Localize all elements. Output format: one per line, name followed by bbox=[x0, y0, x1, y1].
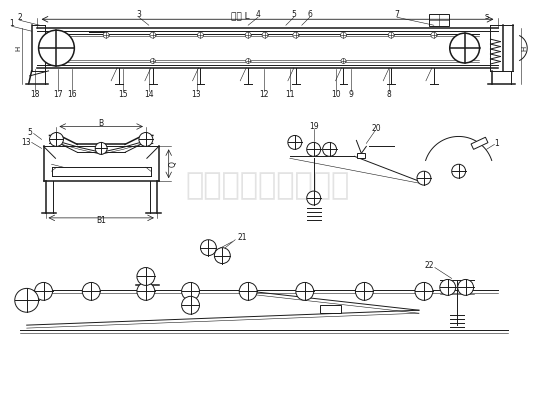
Text: 6: 6 bbox=[307, 10, 312, 19]
Text: 12: 12 bbox=[259, 90, 269, 99]
Circle shape bbox=[15, 288, 39, 312]
Circle shape bbox=[415, 282, 433, 300]
Circle shape bbox=[355, 282, 373, 300]
Text: 1: 1 bbox=[10, 19, 14, 28]
Text: 1: 1 bbox=[494, 139, 499, 148]
Circle shape bbox=[440, 279, 456, 296]
Circle shape bbox=[262, 32, 268, 38]
Text: 11: 11 bbox=[285, 90, 295, 99]
Text: 19: 19 bbox=[309, 122, 318, 131]
Circle shape bbox=[137, 282, 155, 300]
Circle shape bbox=[239, 282, 257, 300]
Circle shape bbox=[293, 32, 299, 38]
Text: B1: B1 bbox=[96, 217, 106, 225]
Bar bbox=[358, 153, 365, 158]
Text: 9: 9 bbox=[349, 90, 354, 99]
Circle shape bbox=[296, 282, 314, 300]
Circle shape bbox=[103, 32, 109, 38]
Text: 8: 8 bbox=[387, 90, 391, 99]
Bar bbox=[320, 305, 342, 313]
Text: 新乡市同鑫振动机械: 新乡市同鑫振动机械 bbox=[186, 172, 350, 200]
Text: s: s bbox=[484, 12, 489, 21]
Circle shape bbox=[198, 32, 204, 38]
Text: 14: 14 bbox=[144, 90, 154, 99]
Text: Q: Q bbox=[168, 161, 177, 167]
Circle shape bbox=[214, 248, 230, 263]
Circle shape bbox=[82, 282, 100, 300]
Text: 13: 13 bbox=[21, 138, 31, 147]
Text: 13: 13 bbox=[192, 90, 201, 99]
Bar bbox=[429, 14, 449, 26]
Circle shape bbox=[245, 59, 251, 63]
Circle shape bbox=[307, 142, 321, 156]
Text: 7: 7 bbox=[395, 10, 400, 19]
Circle shape bbox=[245, 32, 251, 38]
Circle shape bbox=[150, 59, 155, 63]
Text: 18: 18 bbox=[30, 90, 39, 99]
Text: 2: 2 bbox=[17, 13, 22, 22]
Text: 机长 L: 机长 L bbox=[231, 12, 250, 21]
Text: 17: 17 bbox=[54, 90, 63, 99]
Text: 3: 3 bbox=[136, 10, 141, 19]
Text: 4: 4 bbox=[256, 10, 260, 19]
Circle shape bbox=[323, 142, 337, 156]
Circle shape bbox=[39, 30, 74, 66]
Circle shape bbox=[449, 33, 480, 63]
Text: H: H bbox=[16, 45, 21, 51]
Circle shape bbox=[417, 171, 431, 185]
Text: 16: 16 bbox=[68, 90, 77, 99]
Circle shape bbox=[452, 164, 466, 178]
Circle shape bbox=[49, 132, 63, 146]
Circle shape bbox=[150, 32, 156, 38]
Circle shape bbox=[307, 191, 321, 205]
Circle shape bbox=[137, 267, 155, 286]
Text: 15: 15 bbox=[118, 90, 128, 99]
Text: 22: 22 bbox=[424, 261, 434, 270]
Circle shape bbox=[200, 240, 216, 255]
Text: 20: 20 bbox=[372, 124, 381, 133]
Circle shape bbox=[139, 132, 153, 146]
Circle shape bbox=[182, 296, 199, 314]
Text: 5: 5 bbox=[292, 10, 296, 19]
Text: 10: 10 bbox=[331, 90, 340, 99]
Circle shape bbox=[341, 59, 346, 63]
Circle shape bbox=[288, 136, 302, 149]
Circle shape bbox=[95, 142, 107, 154]
Circle shape bbox=[388, 32, 394, 38]
Circle shape bbox=[431, 32, 437, 38]
Circle shape bbox=[34, 282, 53, 300]
Circle shape bbox=[340, 32, 346, 38]
Circle shape bbox=[182, 282, 199, 300]
Text: B: B bbox=[99, 119, 104, 128]
Circle shape bbox=[458, 279, 474, 296]
Text: 21: 21 bbox=[237, 233, 247, 242]
Bar bbox=[471, 137, 488, 149]
Text: 5: 5 bbox=[27, 128, 32, 137]
Text: H: H bbox=[521, 45, 527, 51]
